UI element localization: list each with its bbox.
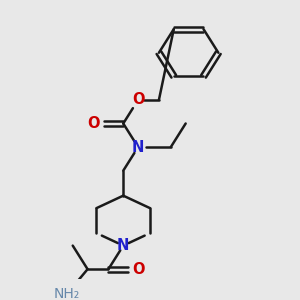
Text: NH₂: NH₂ xyxy=(54,287,80,300)
Text: N: N xyxy=(132,140,144,154)
Text: N: N xyxy=(117,238,129,253)
Text: O: O xyxy=(132,92,144,107)
Text: O: O xyxy=(87,116,100,131)
Text: O: O xyxy=(132,262,144,277)
